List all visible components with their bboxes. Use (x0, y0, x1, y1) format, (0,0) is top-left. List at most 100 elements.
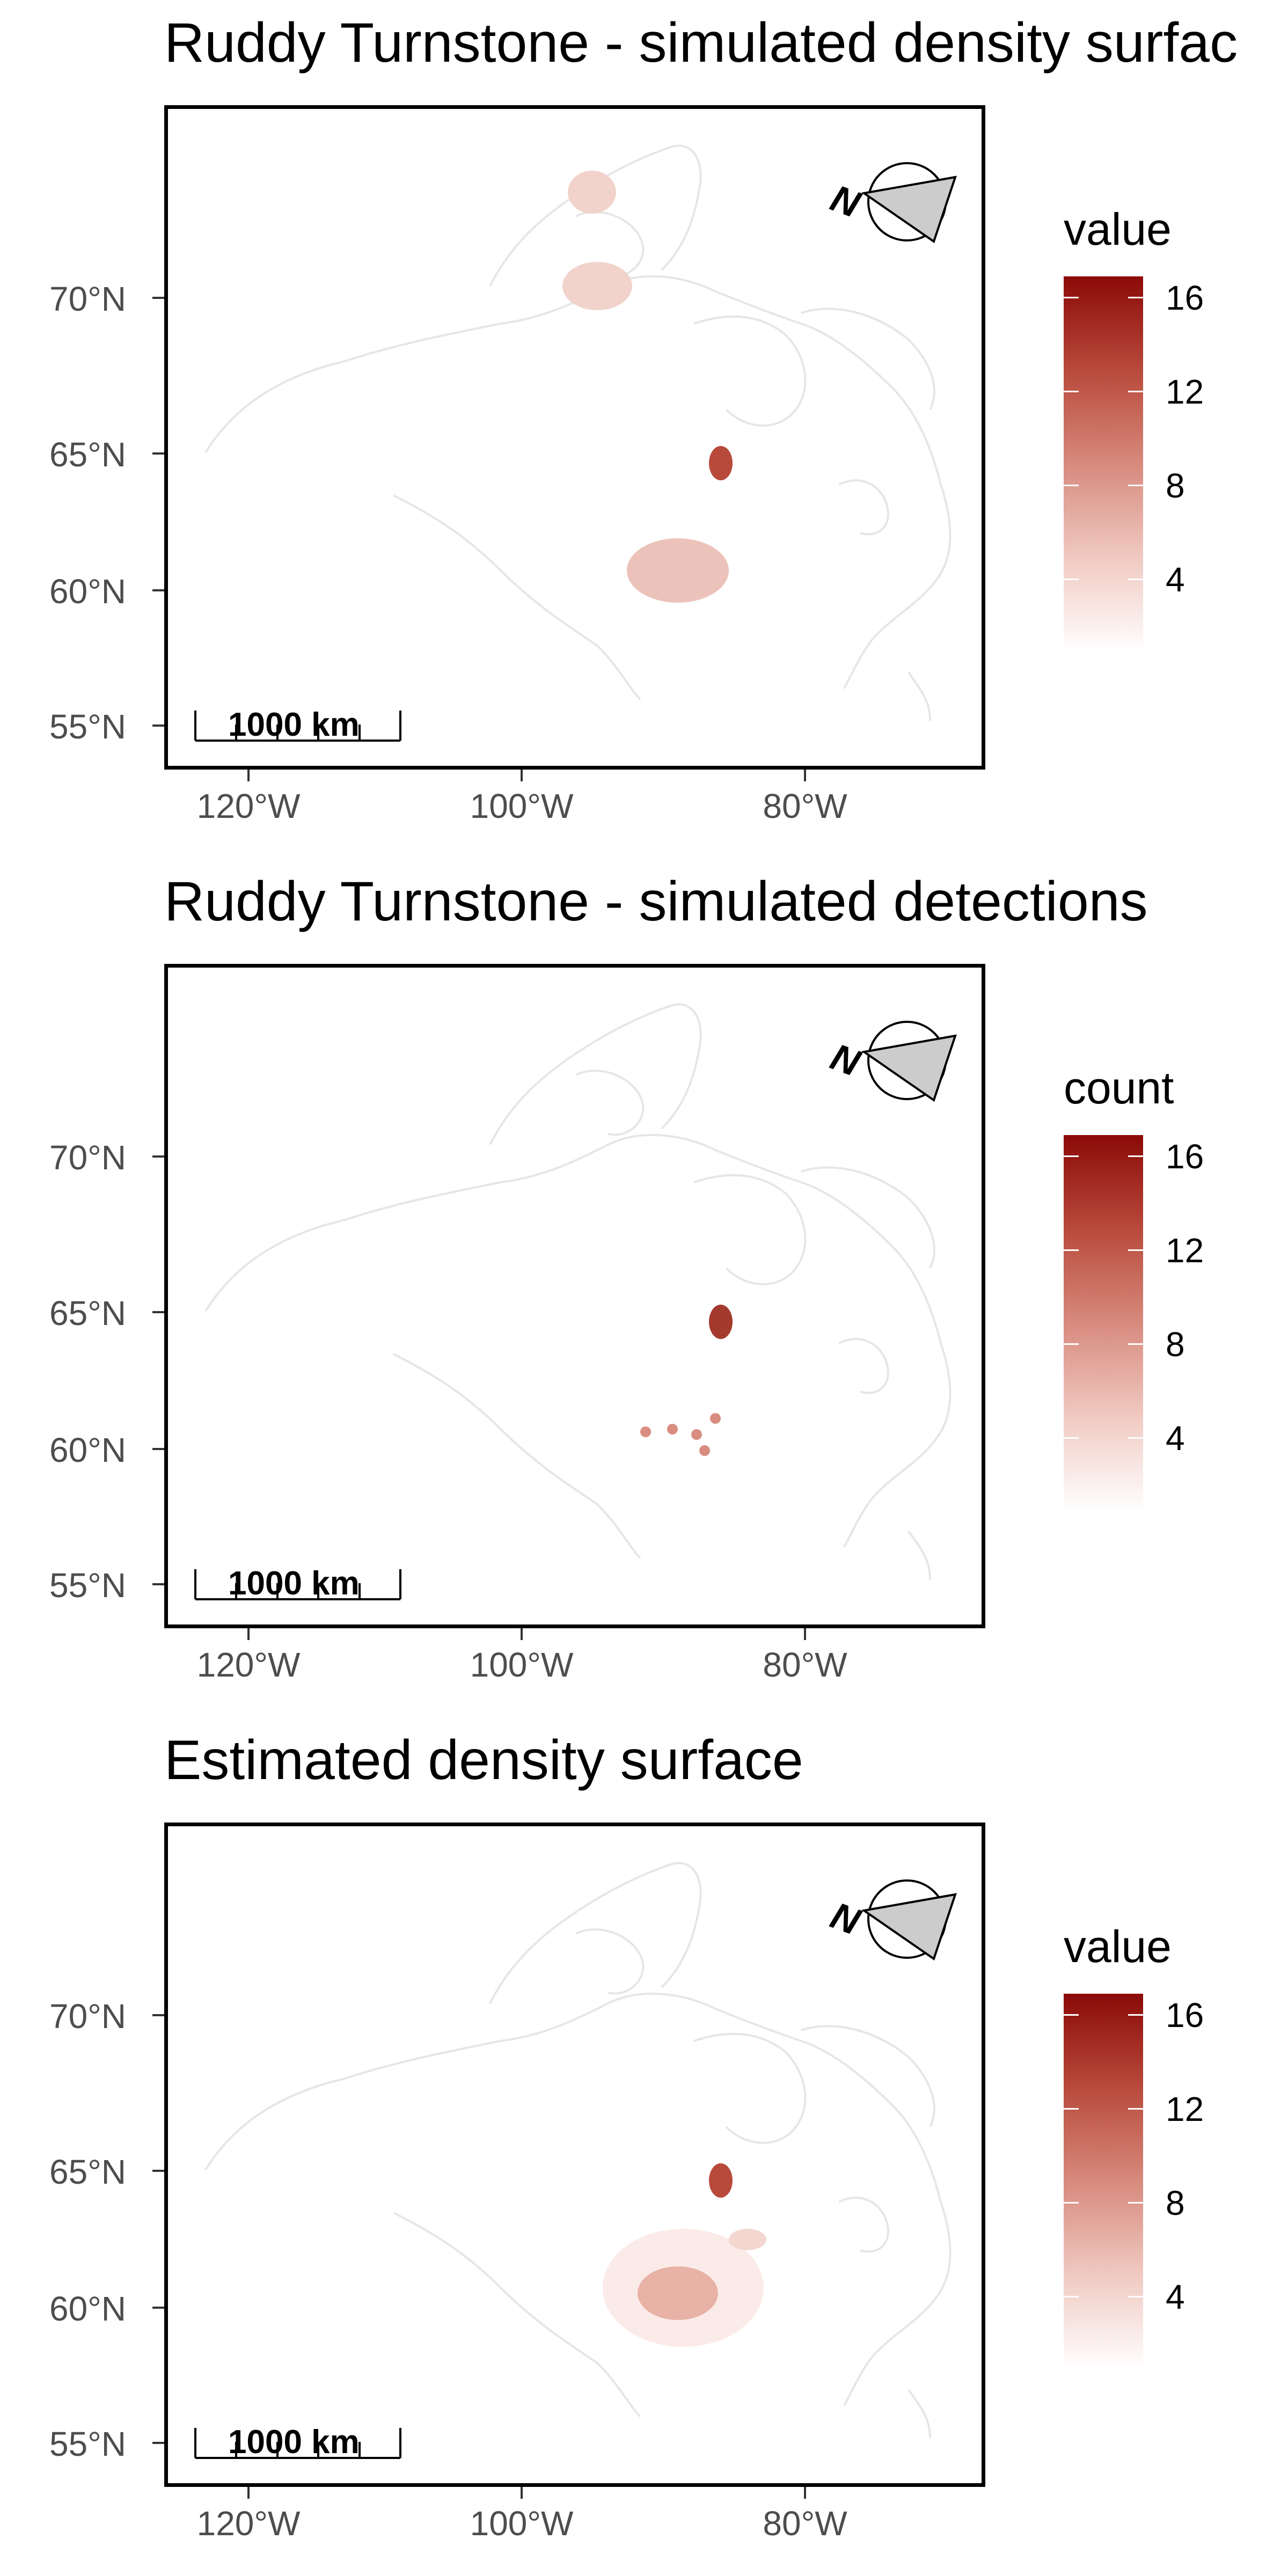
scale-label: 1000 km (228, 706, 360, 743)
y-tick-label: 70°N (49, 280, 126, 318)
y-tick-label: 60°N (49, 572, 126, 611)
coastline-3 (575, 1928, 645, 1995)
map-area (164, 1823, 985, 2487)
legend-colorbar (1064, 1994, 1143, 2369)
legend-tick-label: 4 (1166, 560, 1185, 599)
y-tick (152, 2014, 164, 2016)
coastline-2 (489, 1003, 702, 1145)
legend-colorbar (1064, 276, 1143, 652)
coastline-0 (204, 275, 952, 689)
x-tick-label: 80°W (763, 2504, 847, 2543)
coastline-1 (393, 494, 641, 700)
north-label: N (825, 1036, 866, 1085)
y-tick (152, 2307, 164, 2309)
x-tick (247, 2487, 250, 2499)
coastline-2 (489, 1862, 702, 2004)
legend-tick-label: 16 (1166, 1996, 1204, 2035)
coastline-4 (693, 2032, 807, 2144)
coastline-4 (693, 1174, 807, 1285)
map-panel-2: Ruddy Turnstone - simulated detections N 1… (0, 859, 1288, 1717)
legend-tick (1064, 485, 1079, 486)
y-tick (152, 1448, 164, 1450)
x-tick (247, 1628, 250, 1640)
legend-tick (1128, 297, 1143, 298)
legend-tick (1128, 2108, 1143, 2110)
coastline-4 (693, 315, 807, 427)
y-tick-label: 65°N (49, 1294, 126, 1333)
legend-tick (1064, 297, 1079, 298)
legend-colorbar (1064, 1135, 1143, 1511)
legend-tick (1128, 579, 1143, 580)
panel-title: Ruddy Turnstone - simulated density surf… (164, 12, 1238, 74)
legend-tick (1128, 1437, 1143, 1439)
scale-label: 1000 km (228, 2424, 360, 2461)
density-area (627, 538, 729, 603)
x-tick (247, 770, 250, 781)
y-tick (152, 1311, 164, 1313)
density-hotspot (709, 1305, 733, 1339)
x-tick (521, 770, 523, 781)
y-tick (152, 452, 164, 455)
north-arrow-icon: N (810, 1020, 971, 1108)
north-label: N (825, 1894, 866, 1943)
map-canvas (204, 144, 952, 721)
legend-tick (1064, 579, 1079, 580)
legend-tick-label: 16 (1166, 1137, 1204, 1176)
y-tick (152, 724, 164, 727)
y-tick (152, 2442, 164, 2444)
x-tick-label: 120°W (196, 787, 301, 825)
y-tick (152, 297, 164, 299)
map-canvas (204, 1003, 952, 1580)
detection-point (699, 1445, 710, 1456)
detection-point (667, 1424, 678, 1435)
scale-bar (193, 708, 408, 754)
y-tick-label: 55°N (49, 707, 126, 746)
coastline-0 (204, 1992, 952, 2406)
panel-title: Ruddy Turnstone - simulated detections (164, 870, 1148, 933)
legend-tick-label: 8 (1166, 2184, 1185, 2222)
legend-tick-label: 8 (1166, 466, 1185, 505)
legend-tick (1064, 2202, 1079, 2204)
density-area (638, 2266, 718, 2320)
coastline-7 (908, 2389, 931, 2439)
legend-tick-label: 4 (1166, 2278, 1185, 2316)
legend: value 16 12 8 4 (1064, 1924, 1204, 2369)
coastline-7 (908, 1530, 931, 1580)
legend-tick (1064, 2108, 1079, 2110)
coastline-6 (838, 1338, 889, 1394)
map-area (164, 964, 985, 1628)
x-tick-label: 80°W (763, 1645, 847, 1684)
legend-tick (1064, 1249, 1079, 1251)
x-tick-label: 100°W (470, 2504, 574, 2543)
coastline-0 (204, 1133, 952, 1548)
scale-bar (193, 1567, 408, 1613)
x-tick (804, 2487, 806, 2499)
scale-label: 1000 km (228, 1565, 360, 1602)
y-tick-label: 65°N (49, 2153, 126, 2191)
map-panel-1: Ruddy Turnstone - simulated density surf… (0, 0, 1288, 859)
coastline-3 (575, 1070, 645, 1136)
legend-tick (1064, 2296, 1079, 2297)
density-area (568, 171, 616, 214)
detection-point (710, 1413, 721, 1424)
coastline-5 (801, 308, 935, 410)
y-tick-label: 65°N (49, 435, 126, 474)
north-arrow-icon: N (810, 1878, 971, 1967)
north-label: N (825, 177, 866, 226)
y-tick (152, 1155, 164, 1158)
coastline-7 (908, 671, 931, 721)
scale-bar (193, 2426, 408, 2471)
x-tick (804, 770, 806, 781)
legend-title: count (1064, 1063, 1174, 1113)
legend: count 16 12 8 4 (1064, 1063, 1204, 1511)
y-tick-label: 55°N (49, 1566, 126, 1605)
detection-point (691, 1429, 702, 1440)
map-panel-3: Estimated density surface N 1000 km 70°N 65°… (0, 1717, 1288, 2576)
panel-title: Estimated density surface (164, 1729, 803, 1791)
coastline-1 (393, 2212, 641, 2418)
legend: value 16 12 8 4 (1064, 207, 1204, 652)
y-tick-label: 60°N (49, 2289, 126, 2328)
legend-tick (1128, 2202, 1143, 2204)
coastline-2 (489, 144, 702, 287)
legend-tick (1128, 1343, 1143, 1345)
